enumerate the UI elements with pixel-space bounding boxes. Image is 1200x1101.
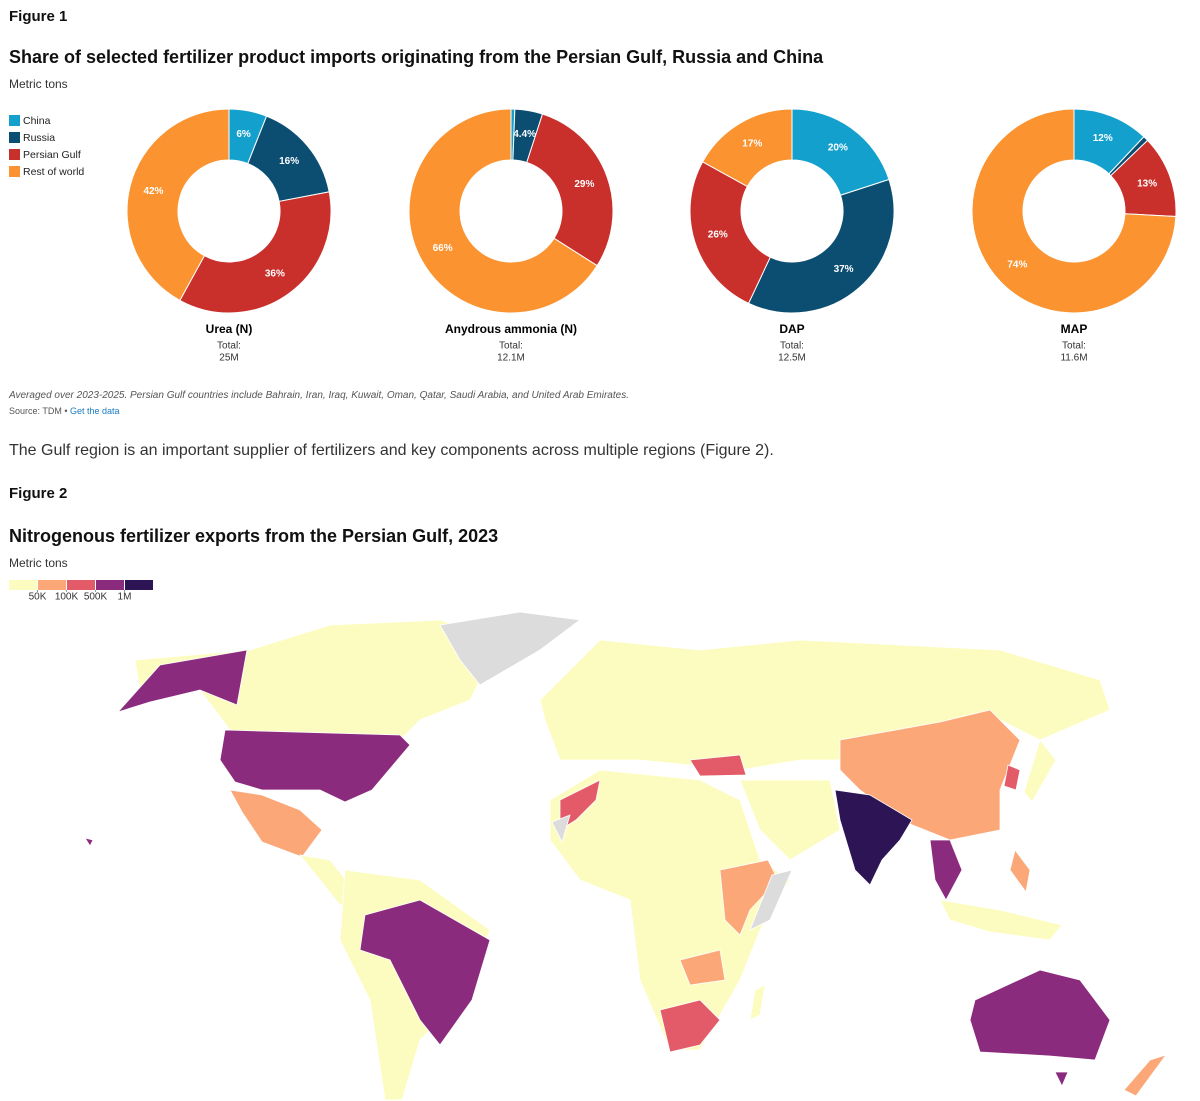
- total-label: Total:: [1062, 341, 1086, 352]
- country-shape: [551, 814, 571, 844]
- donut-slice: [971, 108, 1177, 314]
- figure-label: Figure 2: [9, 485, 68, 502]
- value-label: 37%: [834, 264, 854, 275]
- value-label: 17%: [742, 139, 762, 150]
- legend-tick-label: 500K: [84, 592, 108, 603]
- country-shape: [749, 869, 793, 931]
- total-value: 25M: [219, 353, 238, 364]
- legend-swatch: [67, 580, 95, 590]
- legend-label: Rest of world: [23, 166, 84, 178]
- total-value: 12.1M: [497, 353, 525, 364]
- country-shape: [84, 837, 94, 847]
- donut-slice: [126, 108, 230, 302]
- legend-swatch: [125, 580, 153, 590]
- legend-label: Persian Gulf: [23, 149, 81, 161]
- legend-label: Russia: [23, 132, 55, 144]
- legend-swatch: [9, 149, 20, 160]
- legend-tick-label: 100K: [55, 592, 79, 603]
- donut-name: MAP: [1061, 322, 1088, 336]
- country-shape: [359, 899, 491, 1046]
- country-shape: [834, 789, 913, 886]
- country-shape: [229, 789, 323, 858]
- value-label: 13%: [1137, 178, 1157, 189]
- country-shape: [739, 779, 841, 861]
- chart-subtitle: Metric tons: [9, 77, 68, 91]
- legend-swatch: [9, 580, 37, 590]
- country-shape: [219, 729, 411, 803]
- chart-title: Nitrogenous fertilizer exports from the …: [9, 526, 499, 546]
- country-shape: [719, 859, 779, 936]
- donut-slice: [747, 178, 895, 314]
- paragraph: The Gulf region is an important supplier…: [9, 442, 774, 459]
- legend-swatch: [96, 580, 124, 590]
- value-label: 42%: [143, 186, 163, 197]
- legend-tick-label: 1M: [118, 592, 132, 603]
- value-label: 74%: [1007, 259, 1027, 270]
- country-shape: [1023, 739, 1057, 803]
- country-shape: [969, 969, 1111, 1061]
- source-text: Source: TDM •: [9, 406, 68, 416]
- total-value: 11.6M: [1060, 353, 1087, 364]
- country-shape: [749, 984, 766, 1021]
- legend-label: China: [23, 115, 51, 127]
- country-shape: [939, 899, 1063, 941]
- source: Source: TDM • Get the data: [9, 406, 120, 416]
- legend-swatch: [9, 132, 20, 143]
- note: Averaged over 2023-2025. Persian Gulf co…: [9, 390, 629, 401]
- donut-slice: [408, 108, 598, 314]
- donut-name: DAP: [779, 322, 804, 336]
- country-shape: [116, 649, 248, 713]
- legend-swatch: [38, 580, 66, 590]
- country-shape: [689, 754, 747, 777]
- country-shape: [539, 639, 1111, 771]
- legend-swatch: [9, 115, 20, 126]
- value-label: 20%: [828, 143, 848, 154]
- donut-slice: [791, 108, 890, 196]
- country-shape: [439, 611, 582, 686]
- donut-name: Urea (N): [206, 322, 253, 336]
- total-label: Total:: [499, 341, 523, 352]
- legend-swatch: [9, 166, 20, 177]
- value-label: 4.4%: [513, 129, 536, 140]
- total-label: Total:: [780, 341, 804, 352]
- value-label: 29%: [574, 179, 594, 190]
- value-label: 6%: [236, 129, 251, 140]
- chart-title: Share of selected fertilizer product imp…: [9, 47, 824, 67]
- donut-charts: China Russia Persian Gulf Rest of world 6% 16…: [9, 108, 1177, 364]
- country-shape: [929, 839, 963, 901]
- country-shape: [1003, 764, 1021, 791]
- data-link[interactable]: Get the data: [70, 406, 120, 416]
- donut-slice: [526, 113, 614, 267]
- total-value: 12.5M: [778, 353, 806, 364]
- value-label: 26%: [708, 230, 728, 241]
- map: 50K 100K 500K 1M: [9, 580, 1168, 1101]
- chart-subtitle: Metric tons: [9, 556, 68, 570]
- country-shape: [679, 949, 726, 986]
- country-shape: [1054, 1071, 1069, 1087]
- country-shape: [1009, 849, 1031, 893]
- value-label: 66%: [433, 243, 453, 254]
- value-label: 36%: [265, 269, 285, 280]
- country-shape: [1123, 1054, 1168, 1097]
- value-label: 16%: [279, 156, 299, 167]
- value-label: 12%: [1093, 133, 1113, 144]
- total-label: Total:: [217, 341, 241, 352]
- donut-slice: [701, 108, 793, 188]
- country-shape: [549, 769, 791, 1051]
- donut-name: Anydrous ammonia (N): [445, 322, 577, 336]
- donut-slice: [179, 191, 332, 314]
- donut-slice: [689, 161, 771, 304]
- country-shape: [659, 999, 721, 1053]
- legend-tick-label: 50K: [29, 592, 47, 603]
- figure-label: Figure 1: [9, 8, 68, 25]
